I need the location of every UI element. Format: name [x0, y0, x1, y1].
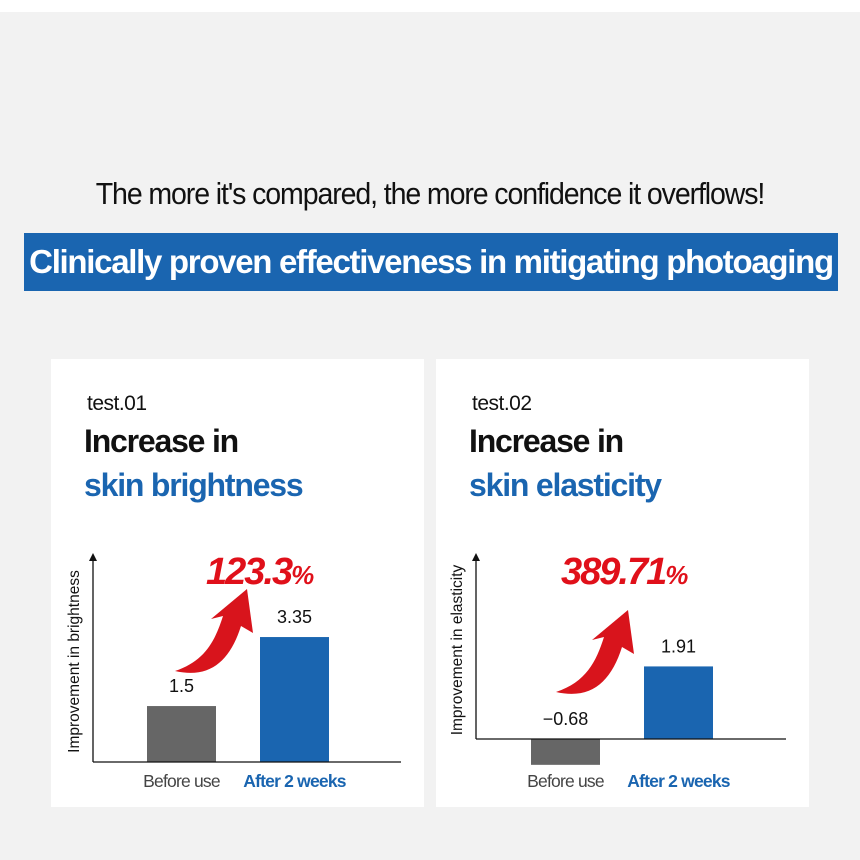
y-axis-label: Improvement in brightness: [66, 570, 83, 753]
card-subtitle: skin elasticity: [469, 467, 662, 503]
banner: Clinically proven effectiveness in mitig…: [24, 233, 838, 291]
y-axis-arrow-icon: [472, 553, 480, 561]
chart-card-brightness: test.01 Increase in skin brightness Impr…: [51, 359, 424, 807]
x-tick-label: Before use: [143, 771, 220, 791]
card-title: Increase in: [84, 423, 239, 459]
banner-text: Clinically proven effectiveness in mitig…: [29, 243, 834, 280]
bar-before: [531, 739, 600, 765]
red-up-arrow-icon: [175, 589, 253, 673]
bar-value-label: 1.91: [661, 636, 696, 656]
bar-chart: Improvement in brightness 1.5 Before use 3.…: [66, 551, 401, 791]
percentage-value: 389.71: [561, 551, 666, 593]
percentage-unit: %: [665, 560, 688, 590]
test-label: test.02: [472, 392, 532, 415]
bar-chart: Improvement in elasticity −0.68 Before use…: [449, 551, 786, 791]
x-tick-label: After 2 weeks: [243, 771, 347, 791]
red-up-arrow-icon: [556, 610, 634, 694]
increase-percentage: 123.3%: [206, 551, 314, 593]
x-tick-label: After 2 weeks: [627, 771, 731, 791]
percentage-value: 123.3: [206, 551, 293, 593]
bar-value-label: −0.68: [543, 709, 589, 729]
bar-value-label: 1.5: [169, 676, 194, 696]
chart-card-elasticity: test.02 Increase in skin elasticity Impr…: [436, 359, 809, 807]
test-label: test.01: [87, 392, 147, 415]
y-axis-label: Improvement in elasticity: [449, 564, 466, 735]
top-strip: [0, 0, 860, 12]
headline: The more it's compared, the more confide…: [95, 176, 766, 211]
increase-percentage: 389.71%: [561, 551, 688, 593]
bar-after: [260, 637, 329, 762]
y-axis-arrow-icon: [89, 553, 97, 561]
card-subtitle: skin brightness: [84, 467, 304, 503]
bar-before: [147, 706, 216, 762]
bar-after: [644, 666, 713, 739]
percentage-unit: %: [291, 560, 314, 590]
bar-value-label: 3.35: [277, 607, 312, 627]
card-title: Increase in: [469, 423, 624, 459]
x-tick-label: Before use: [527, 771, 604, 791]
